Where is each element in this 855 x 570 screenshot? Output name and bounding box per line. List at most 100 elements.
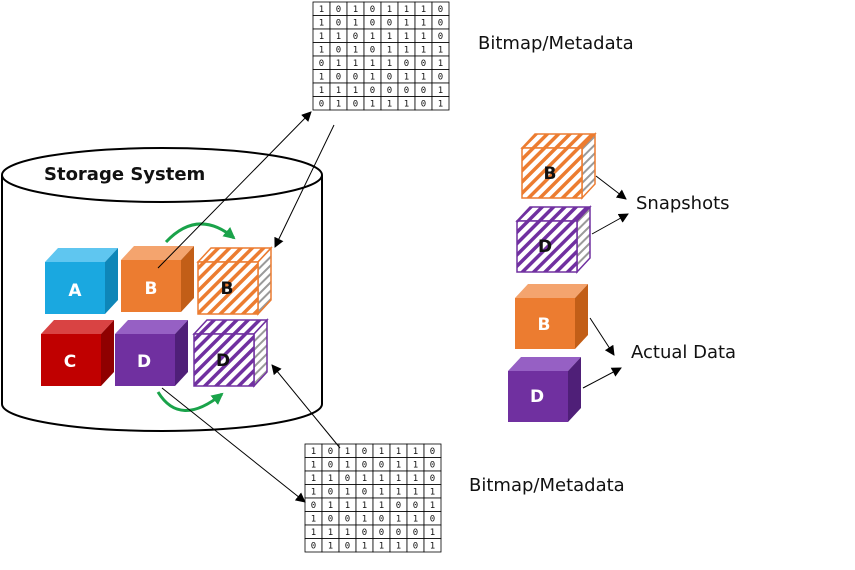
bitmap-bit: 1 xyxy=(370,72,375,82)
bitmap-bit: 1 xyxy=(319,86,324,96)
bitmap-bit: 1 xyxy=(353,5,358,15)
bitmap-bit: 0 xyxy=(328,460,333,470)
legend-snapshot-d-label: D xyxy=(538,237,552,257)
bitmap-bit: 0 xyxy=(370,5,375,15)
bitmap-bit: 1 xyxy=(379,487,384,497)
bitmap-bit: 1 xyxy=(336,86,341,96)
bitmap-bit: 1 xyxy=(345,460,350,470)
bitmap-bit: 1 xyxy=(319,5,324,15)
bitmap-bit: 0 xyxy=(319,59,324,69)
block-a: A xyxy=(45,248,118,314)
bitmap-bit: 1 xyxy=(319,32,324,42)
arrow-legend-b-to-snapshots xyxy=(595,175,627,200)
bitmap-bit: 1 xyxy=(413,460,418,470)
bitmap-bit: 1 xyxy=(353,86,358,96)
bitmap-bit: 0 xyxy=(319,99,324,109)
bitmap-bit: 1 xyxy=(362,474,367,484)
block-d: D xyxy=(115,320,188,386)
bitmap-bit: 1 xyxy=(379,447,384,457)
bitmap-bit: 1 xyxy=(430,487,435,497)
snapshot-block-b: B xyxy=(196,246,273,316)
bitmap-bit: 1 xyxy=(311,528,316,538)
bitmap-bit: 1 xyxy=(404,99,409,109)
copy-arrow-b xyxy=(164,222,236,244)
bitmap-bit: 1 xyxy=(328,501,333,511)
bitmap-bit: 1 xyxy=(370,59,375,69)
bitmap-bit: 0 xyxy=(396,501,401,511)
arrow-bitmap-to-snapshot-b xyxy=(274,124,335,248)
bitmap-bit: 1 xyxy=(404,5,409,15)
bitmap-bit: 1 xyxy=(421,32,426,42)
bitmap-bit: 0 xyxy=(396,528,401,538)
bitmap-bit: 0 xyxy=(387,72,392,82)
bitmap-bit: 0 xyxy=(430,447,435,457)
bitmap-bit: 0 xyxy=(362,487,367,497)
arrow-legend-d-to-snapshots xyxy=(591,213,629,235)
bitmap-bit: 0 xyxy=(421,59,426,69)
bitmap-bit: 0 xyxy=(362,447,367,457)
bitmap-bit: 1 xyxy=(421,18,426,28)
bitmap-bit: 1 xyxy=(387,59,392,69)
snapshot-block-d-label: D xyxy=(216,351,230,371)
bitmap-bit: 1 xyxy=(438,45,443,55)
bitmap-bit: 1 xyxy=(362,541,367,551)
arrow-block-d-to-bitmap xyxy=(161,387,306,503)
bitmap-bit: 1 xyxy=(430,501,435,511)
actual-data-label: Actual Data xyxy=(631,342,736,363)
bitmap-bit: 1 xyxy=(421,72,426,82)
legend-block-d-label: D xyxy=(530,387,544,407)
bitmap-bit: 1 xyxy=(387,5,392,15)
bitmap-bit: 1 xyxy=(362,514,367,524)
bitmap-bit: 1 xyxy=(328,474,333,484)
bitmap-bit: 0 xyxy=(328,514,333,524)
storage-system-label: Storage System xyxy=(44,164,205,185)
bitmap-bit: 0 xyxy=(438,18,443,28)
snapshot-block-d: D xyxy=(192,318,269,388)
bitmap-bit: 0 xyxy=(404,59,409,69)
bitmap-bit: 0 xyxy=(311,501,316,511)
bitmap-bit: 0 xyxy=(336,18,341,28)
bitmap-bit: 1 xyxy=(413,474,418,484)
arrow-bitmap-to-snapshot-d xyxy=(271,364,341,449)
bitmap-bit: 1 xyxy=(413,514,418,524)
bitmap-bit: 1 xyxy=(311,487,316,497)
bitmap-bit: 0 xyxy=(353,99,358,109)
bitmap-bit: 1 xyxy=(438,86,443,96)
bitmap-bit: 1 xyxy=(379,474,384,484)
bitmap-bit: 0 xyxy=(430,474,435,484)
arrow-legend-b-to-actual xyxy=(589,317,615,356)
legend-snapshot-d: D xyxy=(515,205,592,274)
bitmap-bit: 0 xyxy=(311,541,316,551)
bitmap-bit: 1 xyxy=(319,72,324,82)
bitmap-bit: 0 xyxy=(387,86,392,96)
arrow-block-b-to-bitmap xyxy=(157,111,312,269)
copy-arrow-d xyxy=(156,391,224,412)
bitmap-bit: 1 xyxy=(404,32,409,42)
bitmap-cell xyxy=(423,538,442,553)
bitmap-bit: 1 xyxy=(421,45,426,55)
bitmap-table-top: 1 0 1 0 1 1 1 0 1 0 1 0 0 1 1 0 1 1 0 1 1 1 1 0 1 0 1 0 1 1 1 1 0 1 1 1 1 0 0 1… xyxy=(312,1,450,111)
snapshots-label: Snapshots xyxy=(636,193,730,214)
bitmap-bit: 0 xyxy=(370,45,375,55)
bitmap-bit: 1 xyxy=(396,474,401,484)
bitmap-bit: 1 xyxy=(404,18,409,28)
bitmap-bit: 1 xyxy=(353,45,358,55)
bitmap-bit: 1 xyxy=(370,32,375,42)
bitmap-bit: 1 xyxy=(353,18,358,28)
bitmap-bit: 1 xyxy=(430,541,435,551)
bitmap-bit: 1 xyxy=(430,528,435,538)
bitmap-bit: 1 xyxy=(345,487,350,497)
block-c-label: C xyxy=(64,352,76,372)
legend-snapshot-b: B xyxy=(520,132,597,200)
bitmap-bit: 0 xyxy=(421,99,426,109)
bitmap-bit: 0 xyxy=(421,86,426,96)
bitmap-bit: 0 xyxy=(328,487,333,497)
bitmap-bit: 1 xyxy=(413,447,418,457)
bitmap-bit: 1 xyxy=(379,501,384,511)
bitmap-bit: 1 xyxy=(336,32,341,42)
bitmap-bit: 1 xyxy=(311,460,316,470)
bitmap-bit: 0 xyxy=(353,32,358,42)
bitmap-bit: 1 xyxy=(438,99,443,109)
bitmap-bit: 0 xyxy=(413,528,418,538)
